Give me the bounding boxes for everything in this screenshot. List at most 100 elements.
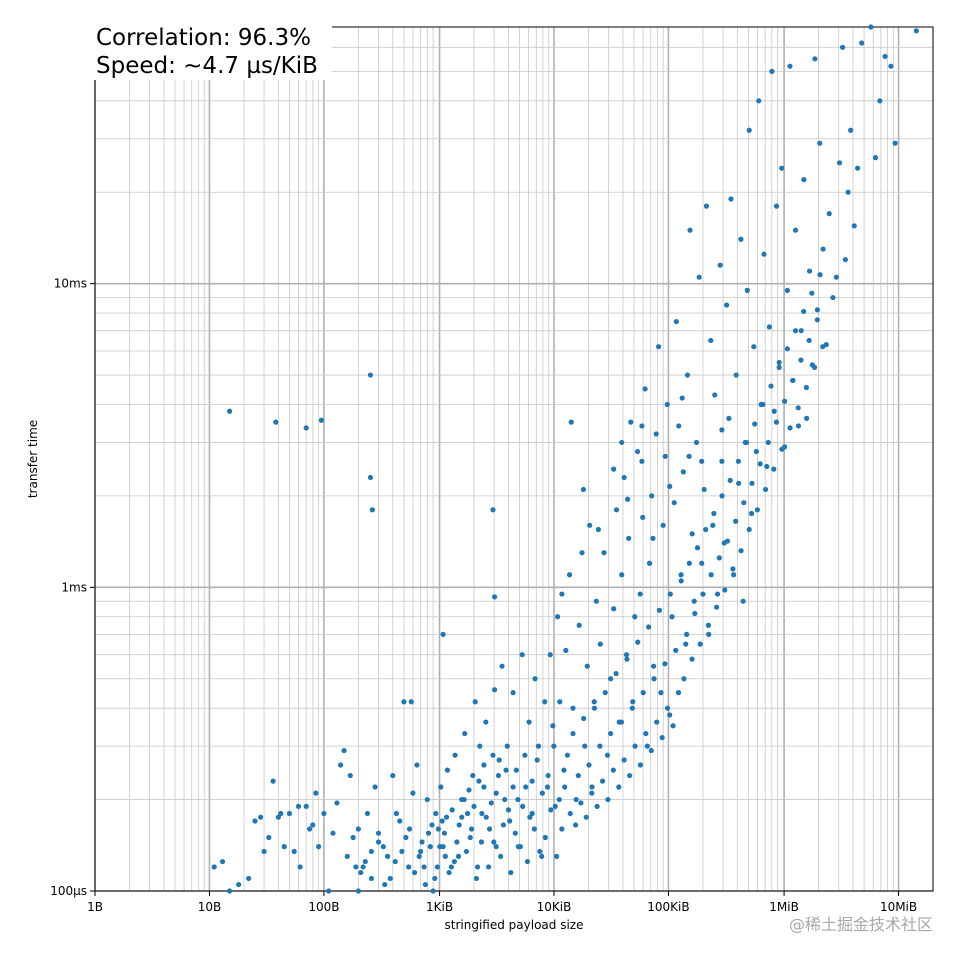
data-point xyxy=(442,853,448,860)
data-point xyxy=(548,807,554,813)
data-point xyxy=(635,639,641,645)
data-point xyxy=(751,344,757,350)
y-axis-title: transfer time xyxy=(26,420,40,498)
data-point xyxy=(667,712,673,718)
data-point xyxy=(687,227,693,233)
data-point xyxy=(599,778,606,784)
data-point xyxy=(643,730,649,737)
data-point xyxy=(539,853,545,860)
data-point xyxy=(467,834,473,841)
data-point xyxy=(619,439,625,446)
data-point xyxy=(375,839,382,845)
data-point xyxy=(408,699,414,705)
data-point xyxy=(526,719,532,725)
data-point xyxy=(773,419,780,425)
data-point xyxy=(708,337,714,344)
data-point xyxy=(646,624,652,630)
data-point xyxy=(719,458,725,464)
data-point xyxy=(591,705,598,711)
data-point xyxy=(676,423,682,429)
data-point xyxy=(297,864,303,870)
data-point xyxy=(782,398,788,404)
data-point xyxy=(561,767,567,773)
x-tick-label: 1MiB xyxy=(769,900,799,914)
data-point xyxy=(806,268,813,274)
data-point xyxy=(313,790,319,796)
data-point xyxy=(500,822,506,828)
data-point xyxy=(492,687,498,693)
data-point xyxy=(618,719,625,725)
data-point xyxy=(291,848,297,855)
data-point xyxy=(664,705,671,711)
data-point xyxy=(795,405,801,411)
data-point xyxy=(303,803,309,809)
data-point xyxy=(656,344,662,350)
data-point xyxy=(684,372,691,378)
data-point xyxy=(888,63,894,69)
data-point xyxy=(882,53,888,60)
data-point xyxy=(330,830,336,836)
data-point xyxy=(421,864,427,870)
data-point xyxy=(733,518,739,524)
data-point xyxy=(694,545,701,551)
data-point xyxy=(368,848,375,855)
data-point xyxy=(473,875,480,882)
data-point xyxy=(765,439,771,446)
data-point xyxy=(367,474,374,481)
data-point xyxy=(619,572,625,578)
data-point xyxy=(877,98,883,104)
data-point xyxy=(582,743,588,749)
data-point xyxy=(535,743,542,749)
data-point xyxy=(496,757,502,763)
data-point xyxy=(401,699,407,705)
data-point xyxy=(570,730,576,737)
data-point xyxy=(477,743,483,749)
data-point xyxy=(626,535,632,541)
data-point xyxy=(532,676,538,682)
data-point xyxy=(611,606,617,612)
data-point xyxy=(310,822,316,828)
data-point xyxy=(425,830,432,836)
data-point xyxy=(644,743,650,749)
data-point xyxy=(587,522,593,528)
correlation-annotation: Correlation: 96.3% xyxy=(96,25,311,51)
data-point xyxy=(670,723,676,729)
data-point xyxy=(455,853,462,860)
data-point xyxy=(504,743,510,749)
data-point xyxy=(470,772,476,779)
data-point xyxy=(559,591,565,597)
data-point xyxy=(403,834,409,841)
data-point xyxy=(338,762,344,768)
plot-area-frame xyxy=(94,26,934,892)
data-point xyxy=(583,814,589,820)
data-point xyxy=(448,864,455,870)
data-point xyxy=(303,425,309,431)
data-point xyxy=(699,560,705,566)
data-point xyxy=(358,869,364,876)
data-point xyxy=(478,839,485,845)
data-point xyxy=(705,622,712,628)
data-point xyxy=(681,676,687,682)
data-point xyxy=(406,826,413,832)
data-point xyxy=(456,822,462,828)
data-point xyxy=(728,196,734,202)
data-point xyxy=(490,507,496,513)
data-point xyxy=(662,661,668,667)
data-point xyxy=(459,814,465,820)
data-point xyxy=(859,40,865,46)
data-point xyxy=(671,500,677,506)
data-point xyxy=(691,598,697,604)
data-point xyxy=(769,68,775,74)
data-point xyxy=(562,784,568,790)
data-point xyxy=(581,715,587,722)
data-point xyxy=(572,822,579,828)
data-point xyxy=(449,807,455,813)
data-point xyxy=(756,98,762,104)
data-point xyxy=(680,469,686,475)
data-point xyxy=(286,810,293,817)
data-point xyxy=(554,853,560,860)
data-point xyxy=(435,826,441,832)
data-point xyxy=(481,784,487,790)
